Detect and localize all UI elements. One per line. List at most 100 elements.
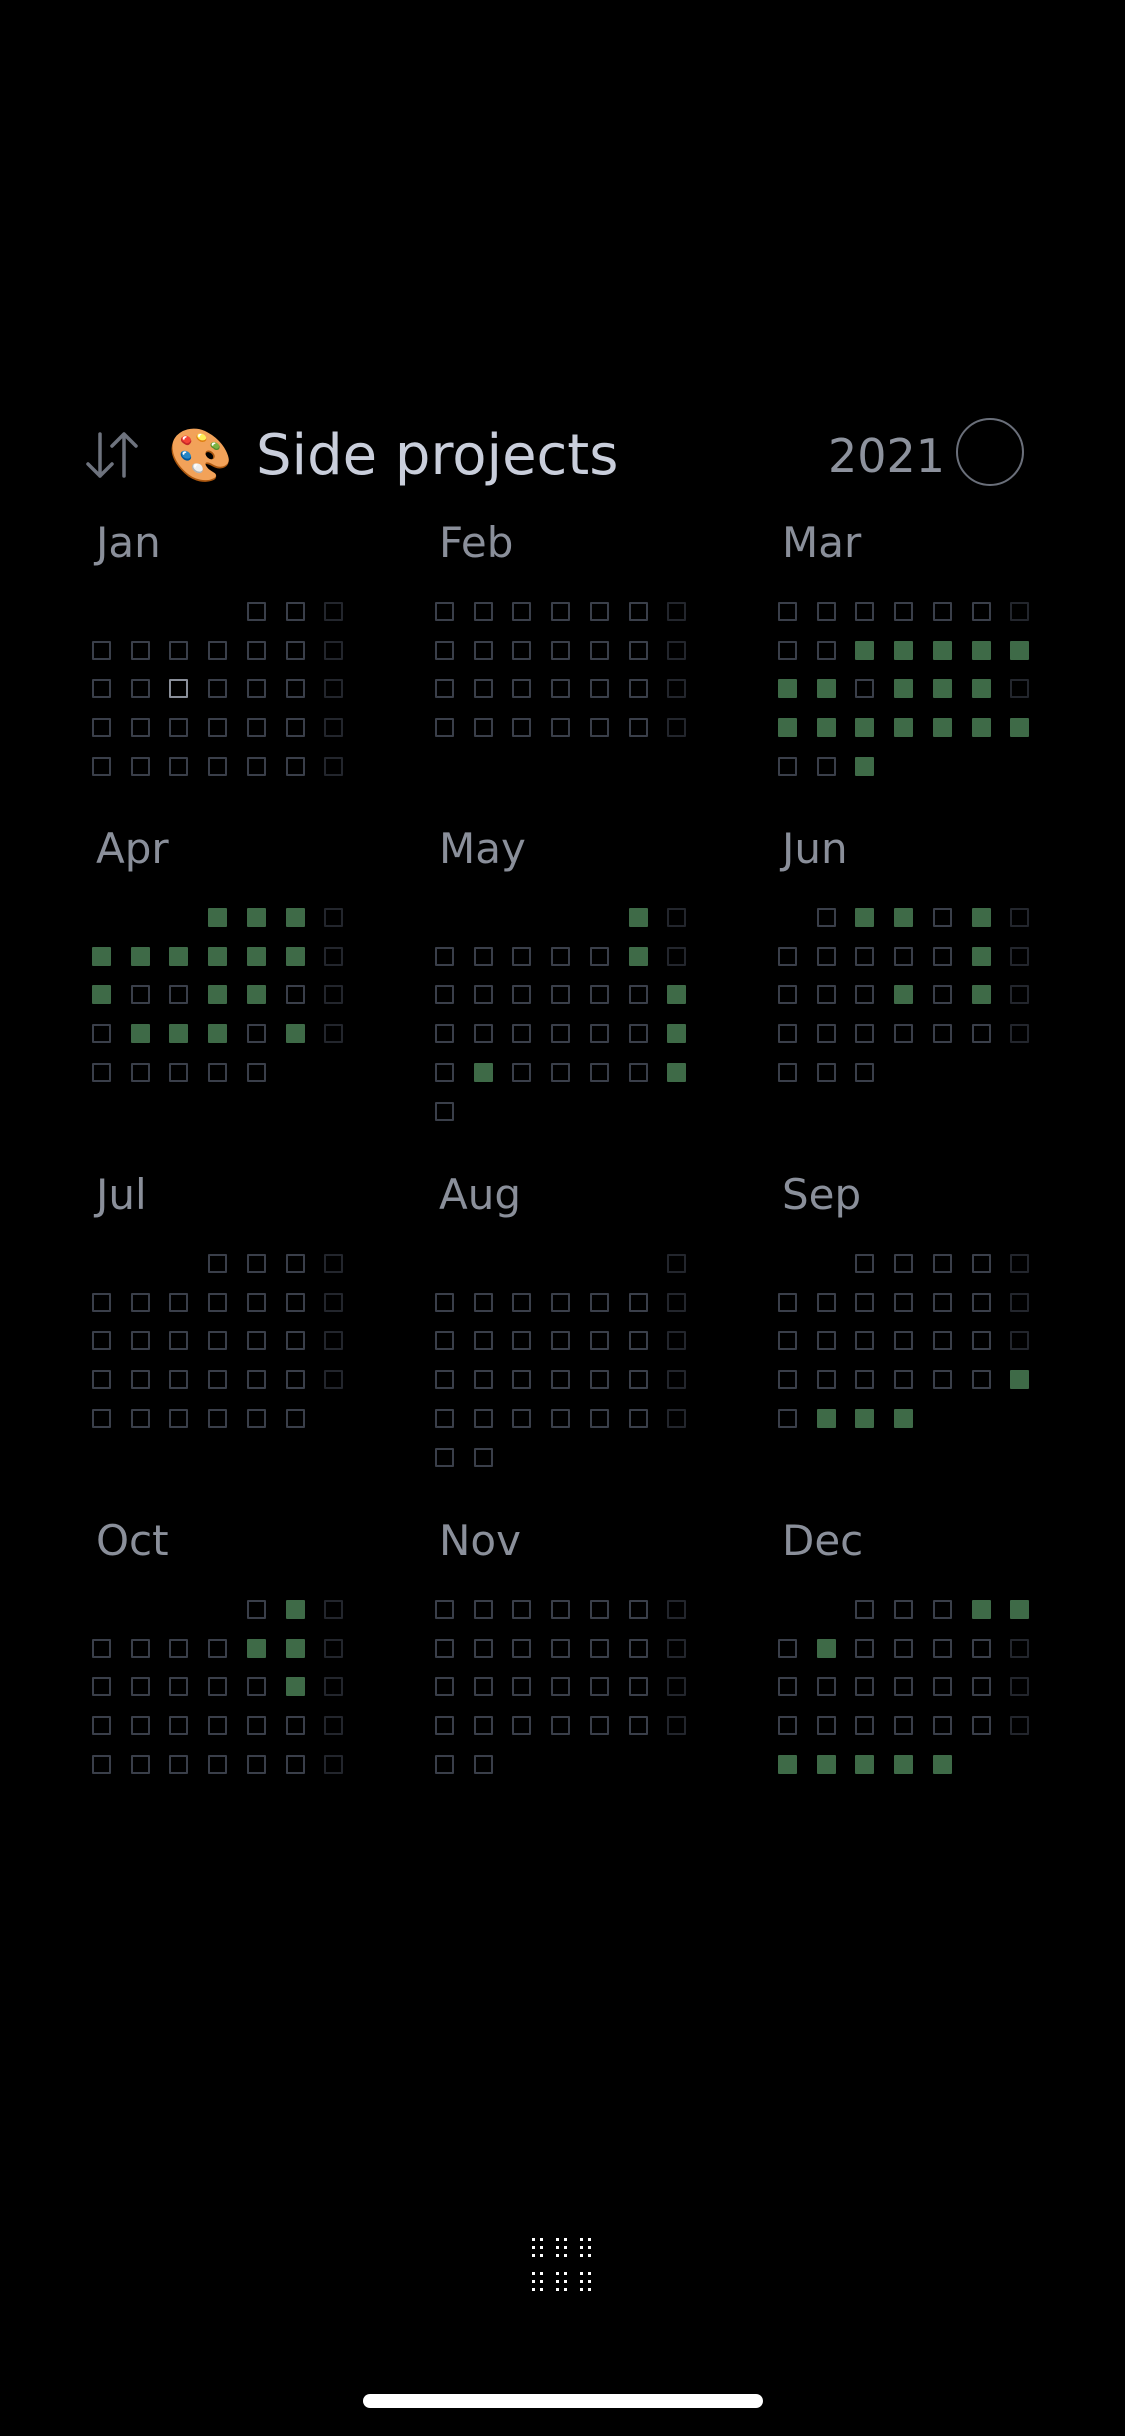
day-cell[interactable] [932,679,952,699]
day-cell[interactable] [778,985,797,1005]
day-cell[interactable] [130,1638,150,1658]
day-cell[interactable] [816,1292,836,1312]
day-cell[interactable] [473,1024,493,1044]
day-cell[interactable] [894,718,914,738]
day-cell[interactable] [285,1331,305,1351]
day-cell[interactable] [971,1677,991,1697]
day-cell[interactable] [932,1331,952,1351]
day-cell[interactable] [816,640,836,660]
day-cell[interactable] [324,908,344,927]
day-cell[interactable] [285,1600,305,1619]
day-cell[interactable] [435,1638,454,1658]
day-cell[interactable] [1010,1024,1030,1044]
day-cell[interactable] [667,1370,687,1390]
day-cell[interactable] [778,1677,797,1697]
day-cell[interactable] [246,946,266,966]
day-cell[interactable] [169,985,189,1005]
day-cell[interactable] [855,679,875,699]
day-cell[interactable] [246,1408,266,1428]
day-cell[interactable] [324,640,344,660]
day-cell[interactable] [932,1600,952,1619]
day-cell[interactable] [971,946,991,966]
day-cell[interactable] [894,985,914,1005]
day-cell[interactable] [435,1024,454,1044]
day-cell[interactable] [855,1370,875,1390]
day-cell[interactable] [512,1677,532,1697]
day-cell[interactable] [169,1638,189,1658]
day-cell[interactable] [894,1408,914,1428]
day-cell[interactable] [208,1716,228,1736]
day-cell[interactable] [589,946,609,966]
day-cell[interactable] [473,640,493,660]
day-cell[interactable] [169,1754,189,1774]
day-cell[interactable] [246,1370,266,1390]
day-cell[interactable] [208,1370,228,1390]
day-cell[interactable] [971,1024,991,1044]
day-cell[interactable] [589,1370,609,1390]
day-cell[interactable] [512,1408,532,1428]
day-cell[interactable] [778,756,797,776]
day-cell[interactable] [130,679,150,699]
day-cell[interactable] [512,679,532,699]
day-cell[interactable] [324,1370,344,1390]
day-cell[interactable] [816,1062,836,1082]
day-cell[interactable] [473,1447,493,1467]
day-cell[interactable] [473,1677,493,1697]
day-cell[interactable] [551,985,571,1005]
day-cell[interactable] [628,908,648,927]
day-cell[interactable] [628,718,648,738]
day-cell[interactable] [435,985,454,1005]
day-cell[interactable] [324,602,344,621]
day-cell[interactable] [855,1754,875,1774]
day-cell[interactable] [208,718,228,738]
day-cell[interactable] [778,718,797,738]
day-cell[interactable] [855,1408,875,1428]
day-cell[interactable] [512,640,532,660]
day-cell[interactable] [971,679,991,699]
day-cell[interactable] [169,1716,189,1736]
day-cell[interactable] [855,1331,875,1351]
day-cell[interactable] [551,640,571,660]
day-cell[interactable] [855,1024,875,1044]
day-cell[interactable] [169,946,189,966]
day-cell[interactable] [894,1254,914,1273]
day-cell[interactable] [512,1638,532,1658]
day-cell[interactable] [628,1408,648,1428]
day-cell[interactable] [589,1408,609,1428]
day-cell[interactable] [894,1370,914,1390]
day-cell[interactable] [285,1292,305,1312]
day-cell[interactable] [324,718,344,738]
day-cell[interactable] [92,1024,111,1044]
day-cell[interactable] [589,1292,609,1312]
day-cell[interactable] [324,679,344,699]
day-cell[interactable] [473,602,493,621]
day-cell[interactable] [628,1638,648,1658]
day-cell[interactable] [246,1254,266,1273]
day-cell[interactable] [246,1292,266,1312]
day-cell[interactable] [971,1600,991,1619]
day-cell[interactable] [473,718,493,738]
day-cell[interactable] [473,1754,493,1774]
day-cell[interactable] [628,1024,648,1044]
day-cell[interactable] [589,1677,609,1697]
day-cell[interactable] [285,985,305,1005]
day-cell[interactable] [628,1292,648,1312]
day-cell[interactable] [894,1638,914,1658]
day-cell[interactable] [816,1677,836,1697]
day-cell[interactable] [208,756,228,776]
day-cell[interactable] [551,1024,571,1044]
day-cell[interactable] [435,1370,454,1390]
day-cell[interactable] [1010,718,1030,738]
day-cell[interactable] [667,946,687,966]
day-cell[interactable] [324,985,344,1005]
day-cell[interactable] [778,1062,797,1082]
day-cell[interactable] [435,1716,454,1736]
sort-arrows-icon[interactable] [84,430,140,482]
day-cell[interactable] [92,756,111,776]
day-cell[interactable] [130,1716,150,1736]
day-cell[interactable] [589,602,609,621]
day-cell[interactable] [816,908,836,927]
day-cell[interactable] [324,1600,344,1619]
day-cell[interactable] [1010,1677,1030,1697]
day-cell[interactable] [435,1331,454,1351]
